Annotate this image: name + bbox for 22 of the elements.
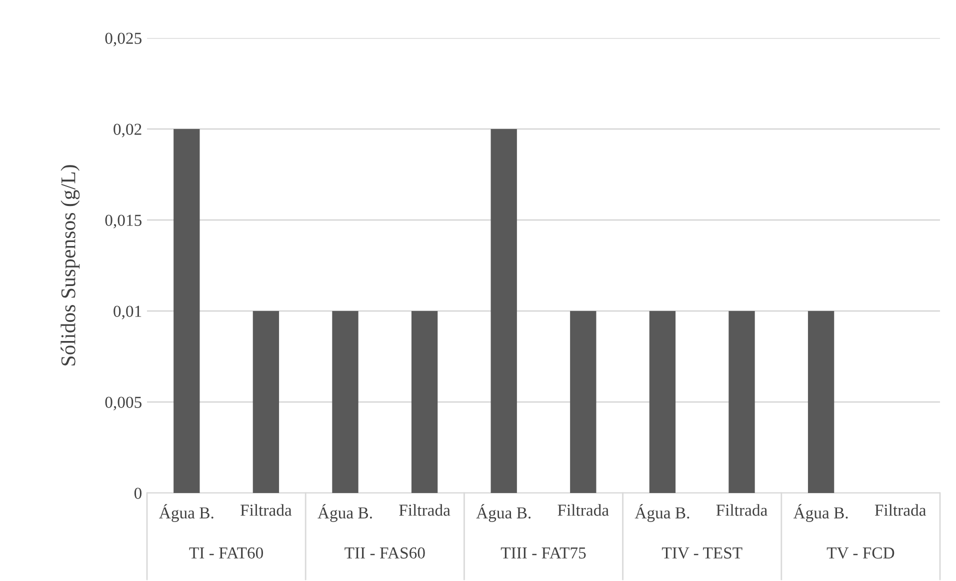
x-tick-label: Filtrada bbox=[558, 504, 609, 516]
x-tick-label: Filtrada bbox=[874, 504, 926, 516]
x-tick-label: Filtrada bbox=[716, 504, 768, 516]
x-tick-label: Água B. bbox=[476, 504, 531, 522]
text: TIII - FAT75 bbox=[500, 547, 586, 559]
y-tick-label: 0,025 bbox=[105, 32, 142, 46]
text: TI - FAT60 bbox=[189, 547, 264, 559]
x-tick-label: Filtrada bbox=[399, 504, 450, 516]
x-tick-label: Água B. bbox=[793, 504, 848, 522]
y-tick-label: 0,005 bbox=[105, 396, 142, 410]
text: TIV - TEST bbox=[662, 547, 742, 559]
y-tick-label: 0,02 bbox=[114, 124, 142, 138]
y-tick-label: 0,015 bbox=[105, 214, 142, 228]
text: TV - FCD bbox=[826, 547, 894, 559]
y-tick-label: 0 bbox=[134, 488, 142, 499]
x-tick-label: Água B. bbox=[318, 504, 372, 522]
text: TII - FAS60 bbox=[344, 547, 425, 559]
y-tick-label: 0,01 bbox=[114, 306, 142, 320]
x-tick-label: Filtrada bbox=[240, 504, 292, 516]
x-tick-label: Água B. bbox=[159, 504, 214, 522]
x-tick-label: Água B. bbox=[634, 504, 690, 522]
y-axis-title: Sólidos Suspensos (g/L) bbox=[60, 165, 80, 366]
